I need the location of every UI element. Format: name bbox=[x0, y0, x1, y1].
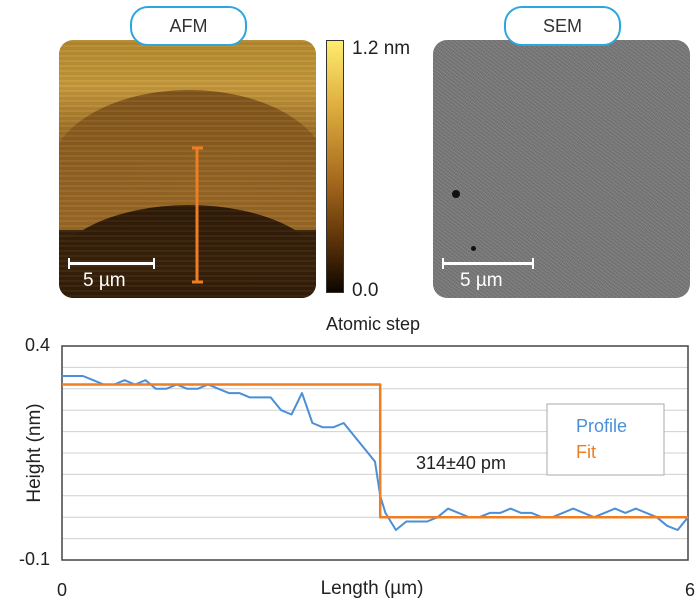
sem-image: 5 µm bbox=[433, 40, 690, 298]
x-tick-label-start: 0 bbox=[57, 580, 67, 598]
sem-scale-bar bbox=[442, 258, 534, 269]
colorbar-max-label: 1.2 nm bbox=[352, 38, 411, 59]
chart-title: Atomic step bbox=[326, 314, 420, 334]
afm-label: AFM bbox=[130, 6, 247, 46]
legend-label-fit: Fit bbox=[576, 442, 596, 462]
y-tick-label-bottom: -0.1 bbox=[19, 549, 50, 569]
y-tick-label-top: 0.4 bbox=[25, 335, 50, 355]
height-colorbar bbox=[326, 40, 344, 293]
legend-box bbox=[546, 403, 665, 476]
afm-profile-line bbox=[192, 146, 203, 284]
afm-terrace-lower bbox=[59, 205, 316, 298]
x-tick-label-end: 6 bbox=[685, 580, 695, 598]
series-layer bbox=[62, 375, 689, 531]
afm-scale-label: 5 µm bbox=[83, 270, 126, 291]
sem-particle bbox=[452, 190, 460, 198]
series-line-profile bbox=[62, 375, 689, 531]
atomic-step-chart: Atomic step 0.4 -0.1 0 6 Length (µm) Hei… bbox=[19, 314, 695, 598]
series-line-fit bbox=[62, 383, 688, 519]
afm-scale-bar bbox=[68, 258, 155, 269]
y-axis-label: Height (nm) bbox=[24, 403, 45, 502]
colorbar-min-label: 0.0 bbox=[352, 280, 379, 301]
afm-image: 5 µm bbox=[59, 40, 316, 298]
afm-scan-lines bbox=[59, 40, 316, 298]
sem-scale-label: 5 µm bbox=[460, 270, 503, 291]
x-axis-label: Length (µm) bbox=[321, 578, 424, 598]
sem-label: SEM bbox=[504, 6, 621, 46]
sem-particle bbox=[471, 246, 476, 251]
step-height-annotation: 314±40 pm bbox=[416, 453, 506, 473]
legend-label-profile: Profile bbox=[576, 416, 627, 436]
plot-frame bbox=[61, 345, 689, 561]
